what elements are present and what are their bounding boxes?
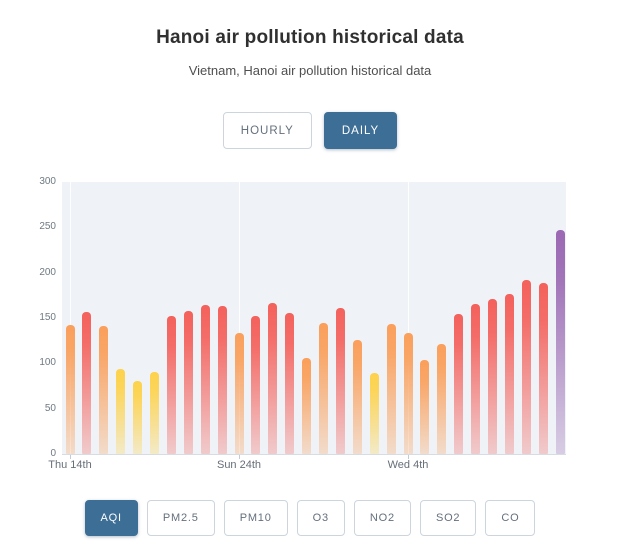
aqi-bar-day-18[interactable] [352, 339, 362, 454]
x-axis-label-thu14th: Thu 14th [48, 459, 92, 471]
x-axis-tick [239, 455, 240, 459]
aqi-bar-day-11[interactable] [234, 333, 244, 454]
y-axis-label-0: 0 [50, 448, 56, 459]
aqi-bar-day-2[interactable] [82, 311, 92, 454]
tab-aqi-button[interactable]: AQI [84, 500, 138, 536]
tab-pm25-button[interactable]: PM2.5 [146, 500, 215, 536]
y-axis-label-250: 250 [39, 221, 56, 233]
toggle-daily-button[interactable]: DAILY [323, 112, 398, 149]
aqi-bar-day-15[interactable] [302, 357, 312, 454]
aqi-bar-day-21[interactable] [403, 333, 413, 454]
aqi-bar-day-30[interactable] [555, 230, 565, 454]
toggle-hourly-button[interactable]: HOURLY [222, 112, 312, 149]
aqi-bar-day-13[interactable] [268, 302, 278, 454]
aqi-bar-day-6[interactable] [150, 371, 159, 454]
y-axis-label-100: 100 [39, 357, 56, 369]
tab-o3-button[interactable]: O3 [296, 500, 345, 536]
aqi-bar-day-4[interactable] [116, 368, 126, 454]
aqi-bar-day-8[interactable] [183, 310, 193, 454]
y-axis-label-50: 50 [44, 402, 56, 414]
y-axis-label-150: 150 [39, 312, 56, 323]
vertical-gridline [408, 182, 409, 454]
tab-no2-button[interactable]: NO2 [353, 500, 411, 536]
pollutant-tabs: AQI PM2.5 PM10 O3 NO2 SO2 CO [0, 500, 620, 536]
aqi-bar-day-5[interactable] [133, 380, 143, 454]
aqi-bar-day-3[interactable] [99, 326, 109, 454]
aqi-bar-day-26[interactable] [488, 299, 497, 454]
aqi-bar-day-7[interactable] [166, 316, 176, 454]
y-axis-label-300: 300 [39, 176, 56, 187]
aqi-bar-day-16[interactable] [319, 322, 328, 454]
x-axis-label-sun24th: Sun 24th [216, 459, 262, 471]
aqi-bar-day-24[interactable] [454, 314, 464, 454]
page-title: Hanoi air pollution historical data [156, 27, 464, 48]
chart-plot-area [62, 182, 566, 455]
x-axis-tick [408, 455, 409, 459]
aqi-bar-day-20[interactable] [386, 324, 396, 454]
aqi-bar-day-27[interactable] [504, 293, 514, 454]
aqi-bar-day-25[interactable] [471, 303, 481, 454]
aqi-bar-day-22[interactable] [420, 359, 430, 454]
aqi-bar-day-12[interactable] [251, 316, 261, 454]
aqi-bar-day-19[interactable] [369, 373, 379, 454]
aqi-bar-day-23[interactable] [437, 344, 447, 454]
y-axis-label-200: 200 [39, 266, 56, 278]
aqi-bar-day-14[interactable] [285, 312, 295, 454]
aqi-bar-day-10[interactable] [217, 306, 227, 454]
tab-so2-button[interactable]: SO2 [419, 500, 477, 536]
period-toggle: HOURLY DAILY [0, 112, 620, 149]
aqi-bar-day-29[interactable] [538, 282, 548, 454]
x-axis-label-wed4th: Wed 4th [387, 459, 429, 471]
x-axis-tick [70, 455, 71, 459]
aqi-bar-day-9[interactable] [200, 305, 210, 454]
tab-co-button[interactable]: CO [485, 500, 536, 536]
page-subtitle: Vietnam, Hanoi air pollution historical … [188, 63, 432, 78]
vertical-gridline [70, 182, 71, 454]
vertical-gridline [239, 182, 240, 454]
tab-pm10-button[interactable]: PM10 [223, 500, 288, 536]
aqi-bar-day-28[interactable] [521, 279, 531, 454]
aqi-bar-day-1[interactable] [65, 325, 75, 454]
aqi-bar-day-17[interactable] [335, 308, 345, 454]
